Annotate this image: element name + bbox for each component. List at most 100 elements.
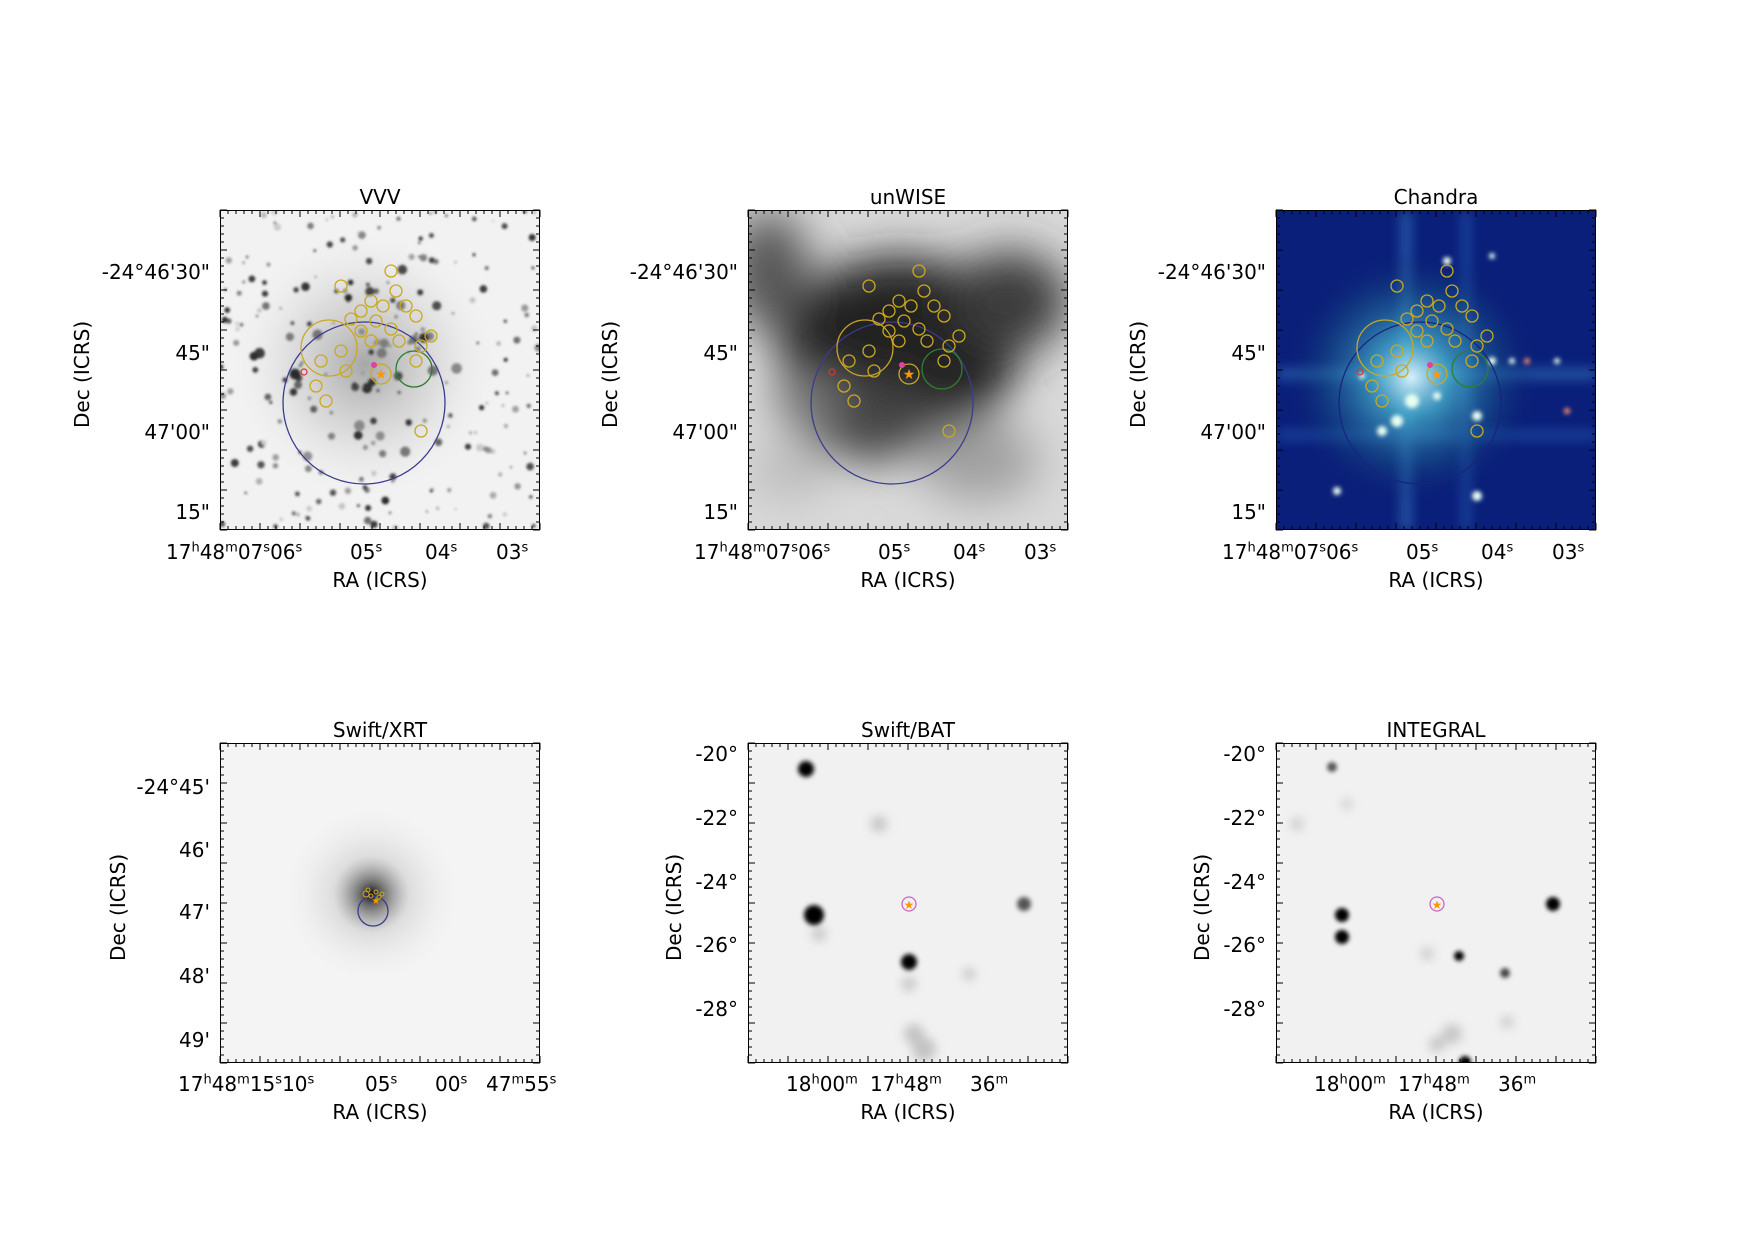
xtick: 18h00m (786, 1072, 858, 1096)
star-point (235, 326, 240, 332)
candidate-circle (942, 339, 956, 353)
ytick: 47'00" (144, 420, 210, 444)
error-circle (1338, 321, 1502, 485)
star-point (496, 341, 501, 346)
star-point (371, 440, 376, 446)
star-point (428, 257, 435, 264)
star-point (469, 431, 473, 435)
star-point (364, 516, 372, 525)
error-circle (810, 321, 974, 485)
y-axis-label: Dec (ICRS) (598, 320, 622, 428)
star-point (225, 257, 232, 264)
star-point (388, 511, 392, 515)
star-point (307, 222, 314, 230)
star-point (249, 351, 259, 361)
candidate-circle (389, 284, 403, 298)
candidate-circle (937, 309, 951, 323)
star-point (472, 253, 476, 257)
star-point (487, 514, 493, 519)
candidate-circle (882, 324, 896, 338)
candidate-circle (837, 379, 851, 393)
ytick: -28° (695, 997, 738, 1021)
ytick: 15" (703, 500, 738, 524)
xtick: 03s (1024, 540, 1057, 564)
marker-red (828, 368, 836, 376)
xray-source (1391, 415, 1403, 427)
candidate-circle (912, 322, 926, 336)
image-unwise: ★ (748, 210, 1068, 530)
star-point (376, 389, 380, 392)
ytick: 47' (179, 900, 210, 924)
star-point (474, 431, 477, 434)
candidate-circle (1375, 394, 1389, 408)
ytick: -28° (1223, 997, 1266, 1021)
star-point (255, 314, 259, 318)
star-point (307, 396, 311, 400)
candidate-circle (344, 312, 358, 326)
star-point (482, 522, 490, 529)
star-point (370, 520, 378, 529)
candidate-circle (1455, 299, 1469, 313)
x-axis-label: RA (ICRS) (332, 568, 428, 592)
star-point (491, 219, 494, 223)
source-circle (898, 363, 920, 385)
star-point (396, 216, 401, 221)
xtick: 04s (425, 540, 458, 564)
candidate-circle (364, 294, 378, 308)
star-point (352, 382, 357, 387)
star-point (261, 290, 269, 297)
star-point (429, 489, 434, 493)
star-point (489, 492, 497, 499)
xtick: 47m55s (486, 1072, 557, 1096)
ytick: -26° (1223, 933, 1266, 957)
star-point (392, 524, 399, 529)
star-point (454, 260, 457, 264)
star-point (365, 282, 370, 287)
star-point (418, 255, 421, 258)
source-blob (1017, 897, 1031, 911)
panel-title: unWISE (869, 185, 947, 209)
y-axis-label: Dec (ICRS) (106, 853, 130, 961)
star-point (279, 307, 282, 310)
star-point (235, 321, 240, 326)
star-point (289, 368, 301, 380)
candidate-circle (942, 424, 956, 438)
star-point (289, 388, 298, 396)
star-point (379, 338, 389, 348)
star-point (301, 282, 310, 291)
star-point (338, 502, 346, 510)
star-point (305, 465, 312, 473)
star-point (485, 402, 488, 405)
star-point (273, 221, 277, 225)
star-point (429, 212, 432, 215)
star-point (436, 506, 440, 510)
chandra-image-canvas: ★ (1277, 211, 1595, 529)
star-point (521, 304, 529, 312)
source-circle (370, 363, 392, 385)
star-point (264, 393, 272, 401)
panel-title: Swift/BAT (861, 718, 955, 742)
star-point (273, 524, 278, 529)
star-point (451, 312, 455, 315)
star-point (312, 329, 323, 340)
star-point (476, 341, 480, 345)
star-point (262, 280, 267, 285)
star-point (524, 312, 529, 318)
star-point (376, 348, 387, 359)
candidate-circle (867, 364, 881, 378)
candidate-circle (1410, 304, 1424, 318)
x-axis-label: RA (ICRS) (1388, 1100, 1484, 1124)
star-point (445, 214, 448, 218)
x-axis-label: RA (ICRS) (860, 1100, 956, 1124)
ytick: 48' (179, 964, 210, 988)
candidate-circle (1400, 312, 1414, 326)
candidate-circle (409, 354, 423, 368)
source-blob (798, 761, 814, 777)
candidate-circle (414, 339, 428, 353)
ytick: 49' (179, 1028, 210, 1052)
star-icon: ★ (1432, 898, 1443, 912)
star-point (236, 290, 242, 296)
star-point (227, 388, 234, 395)
xray-source (1564, 408, 1570, 414)
candidate-circle (927, 299, 941, 313)
